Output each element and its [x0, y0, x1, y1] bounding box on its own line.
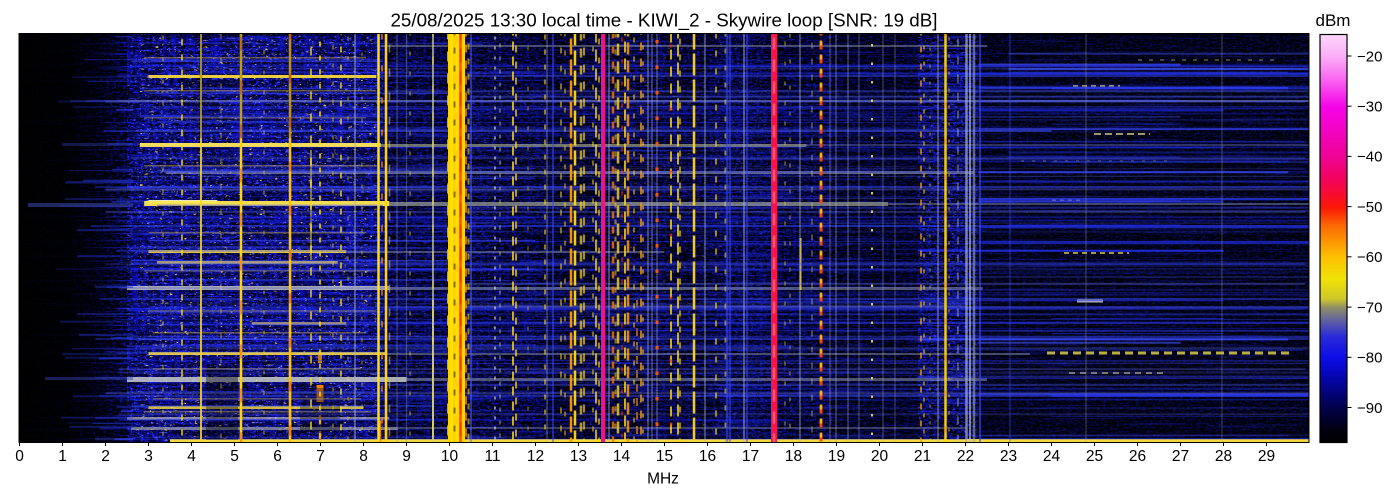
- svg-text:3: 3: [144, 448, 153, 465]
- svg-text:16: 16: [699, 448, 716, 465]
- svg-text:27: 27: [1172, 448, 1189, 465]
- svg-text:13: 13: [570, 448, 587, 465]
- svg-text:−90: −90: [1357, 400, 1382, 417]
- svg-text:1: 1: [58, 448, 67, 465]
- svg-text:5: 5: [230, 448, 239, 465]
- svg-text:21: 21: [914, 448, 931, 465]
- svg-text:14: 14: [613, 448, 631, 465]
- svg-text:24: 24: [1043, 448, 1061, 465]
- svg-text:7: 7: [316, 448, 325, 465]
- svg-text:9: 9: [402, 448, 411, 465]
- svg-text:−40: −40: [1357, 149, 1382, 166]
- svg-text:20: 20: [871, 448, 889, 465]
- svg-text:4: 4: [187, 448, 196, 465]
- svg-text:22: 22: [957, 448, 974, 465]
- svg-text:12: 12: [527, 448, 544, 465]
- svg-text:17: 17: [742, 448, 759, 465]
- svg-text:6: 6: [273, 448, 282, 465]
- svg-text:15: 15: [656, 448, 673, 465]
- svg-text:−30: −30: [1357, 99, 1382, 116]
- svg-text:0: 0: [15, 448, 24, 465]
- svg-text:25/08/2025 13:30 local time -: 25/08/2025 13:30 local time - KIWI_2 - S…: [390, 10, 937, 32]
- svg-text:28: 28: [1215, 448, 1232, 465]
- svg-text:MHz: MHz: [647, 471, 679, 488]
- svg-text:10: 10: [441, 448, 459, 465]
- svg-text:11: 11: [484, 448, 500, 465]
- svg-text:29: 29: [1258, 448, 1275, 465]
- svg-text:−20: −20: [1357, 48, 1382, 65]
- svg-text:−70: −70: [1357, 299, 1382, 316]
- svg-text:dBm: dBm: [1316, 11, 1351, 30]
- svg-text:23: 23: [1000, 448, 1017, 465]
- svg-text:−50: −50: [1357, 199, 1382, 216]
- svg-text:25: 25: [1086, 448, 1103, 465]
- svg-text:2: 2: [101, 448, 110, 465]
- svg-text:8: 8: [359, 448, 368, 465]
- svg-text:18: 18: [785, 448, 802, 465]
- svg-text:−80: −80: [1357, 350, 1382, 367]
- svg-text:26: 26: [1129, 448, 1146, 465]
- svg-text:19: 19: [828, 448, 845, 465]
- svg-text:−60: −60: [1357, 249, 1382, 266]
